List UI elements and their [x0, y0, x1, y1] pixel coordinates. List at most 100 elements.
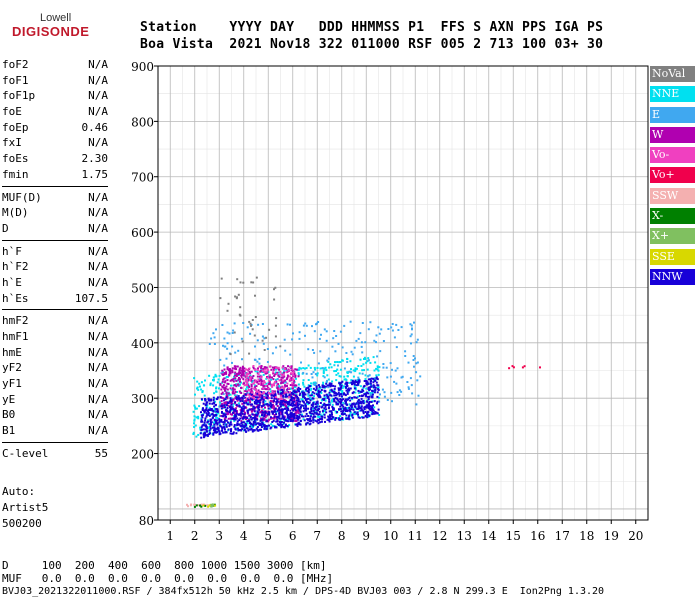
data-point	[241, 367, 244, 370]
data-point	[269, 400, 272, 402]
data-point	[314, 408, 317, 411]
data-point	[234, 397, 237, 400]
data-point	[382, 340, 385, 342]
data-point	[261, 371, 264, 373]
data-point	[372, 412, 375, 415]
x-tick-label: 14	[481, 529, 497, 543]
data-point	[361, 400, 364, 403]
data-point	[277, 398, 280, 401]
data-point	[367, 386, 370, 389]
param-row: foF2 N/A	[0, 58, 110, 74]
x-tick-label: 10	[383, 529, 398, 543]
data-point	[310, 413, 313, 416]
data-point	[223, 428, 226, 431]
data-point	[247, 418, 250, 421]
data-point	[294, 406, 297, 409]
data-point	[261, 397, 264, 400]
data-point	[397, 329, 400, 331]
data-point	[337, 392, 340, 395]
data-point	[300, 415, 303, 418]
data-point	[329, 394, 332, 397]
data-point	[194, 407, 197, 410]
data-point	[366, 395, 369, 398]
data-point	[232, 405, 234, 408]
data-point	[259, 411, 262, 414]
data-point	[216, 426, 219, 429]
data-point	[319, 421, 322, 424]
data-point	[241, 416, 244, 419]
data-point	[312, 413, 315, 416]
data-point	[363, 356, 366, 359]
data-point	[211, 426, 214, 429]
data-point	[226, 366, 229, 369]
data-point	[259, 379, 262, 382]
data-point	[354, 381, 356, 384]
data-point	[228, 374, 231, 377]
data-point	[334, 361, 336, 364]
data-point	[296, 417, 298, 420]
data-point	[330, 418, 333, 420]
data-point	[223, 381, 226, 384]
data-point	[253, 410, 256, 413]
data-point	[378, 414, 381, 416]
data-point	[235, 410, 238, 413]
data-point	[353, 387, 356, 390]
data-point	[258, 424, 261, 427]
data-point	[311, 349, 314, 351]
data-point	[268, 404, 271, 407]
data-point	[222, 431, 225, 434]
data-point	[222, 397, 225, 400]
data-point	[257, 407, 260, 410]
data-point	[252, 375, 255, 377]
data-point	[266, 376, 269, 379]
data-point	[206, 421, 209, 424]
data-point	[332, 408, 335, 411]
data-point	[224, 419, 226, 422]
data-point	[271, 392, 274, 395]
data-point	[339, 384, 342, 387]
data-point	[305, 367, 308, 370]
data-point	[294, 411, 297, 414]
data-point	[265, 336, 268, 339]
data-point	[245, 373, 248, 376]
data-point	[264, 384, 267, 387]
data-point	[274, 390, 276, 393]
data-point	[314, 403, 317, 406]
data-point	[225, 415, 227, 418]
data-point	[323, 416, 326, 419]
data-point	[316, 367, 319, 369]
data-point	[273, 288, 275, 291]
data-point	[325, 382, 328, 385]
data-point	[226, 407, 229, 409]
data-point	[294, 394, 297, 397]
data-point	[317, 393, 320, 396]
data-point	[238, 378, 241, 381]
data-point	[232, 377, 235, 380]
data-point	[229, 379, 232, 382]
data-point	[312, 397, 315, 400]
data-point	[340, 399, 343, 402]
param-group-divider	[2, 185, 108, 187]
data-point	[325, 408, 328, 411]
data-point	[205, 430, 208, 433]
data-point	[277, 392, 280, 395]
data-point	[281, 376, 284, 379]
data-point	[248, 367, 251, 370]
data-point	[279, 399, 282, 402]
data-point	[333, 370, 336, 373]
data-point	[344, 407, 347, 410]
data-point	[234, 351, 237, 354]
data-point	[228, 424, 231, 427]
data-point	[208, 402, 211, 405]
data-point	[235, 404, 238, 406]
data-point	[288, 393, 291, 396]
data-point	[268, 375, 271, 378]
data-point	[243, 401, 245, 404]
data-point	[381, 388, 384, 391]
data-point	[282, 403, 285, 406]
data-point	[209, 382, 212, 385]
data-point	[268, 424, 270, 427]
data-point	[230, 406, 233, 409]
data-point	[273, 391, 276, 394]
data-point	[293, 413, 296, 415]
